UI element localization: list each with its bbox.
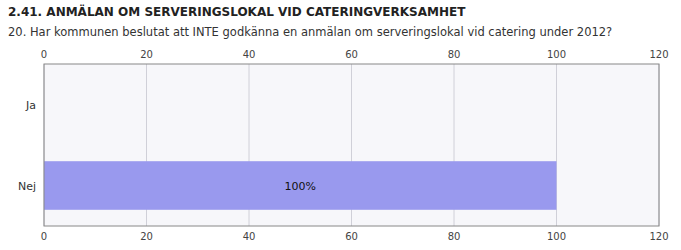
chart: 2.41. ANMÄLAN OM SERVERINGSLOKAL VID CAT…	[0, 0, 681, 250]
x-tick-label: 0	[41, 231, 47, 242]
y-tick-label: Nej	[18, 180, 36, 193]
x-tick-label: 20	[140, 231, 153, 242]
x-top-tick-label: 20	[140, 49, 153, 60]
x-tick-label: 80	[448, 231, 461, 242]
subtitle: 20. Har kommunen beslutat att INTE godkä…	[8, 25, 612, 39]
plot-frame	[44, 64, 659, 226]
x-top-tick-label: 80	[448, 49, 461, 60]
x-top-tick-label: 60	[345, 49, 358, 60]
x-top-tick-label: 100	[547, 49, 566, 60]
x-tick-label: 100	[547, 231, 566, 242]
data-label: 100%	[285, 180, 316, 193]
x-tick-label: 120	[649, 231, 668, 242]
y-tick-label: Ja	[25, 99, 36, 112]
bar	[44, 161, 557, 210]
plot-area	[44, 64, 659, 226]
title: 2.41. ANMÄLAN OM SERVERINGSLOKAL VID CAT…	[8, 4, 466, 19]
x-top-tick-label: 0	[41, 49, 47, 60]
x-tick-label: 40	[243, 231, 256, 242]
x-top-tick-label: 120	[649, 49, 668, 60]
x-tick-label: 60	[345, 231, 358, 242]
x-top-tick-label: 40	[243, 49, 256, 60]
